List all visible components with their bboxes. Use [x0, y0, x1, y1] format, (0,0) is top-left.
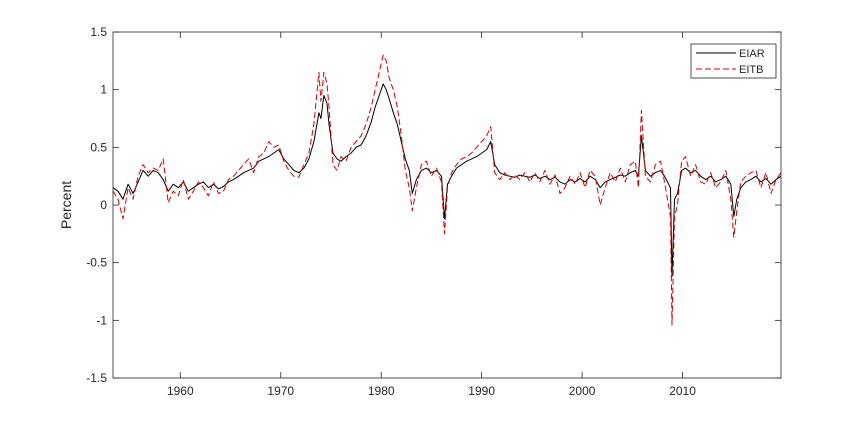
series-line-eiar: [112, 83, 782, 277]
y-tick-label: 0: [100, 198, 107, 212]
y-tick-label: 1: [100, 83, 107, 97]
x-tick-label: 1960: [167, 384, 194, 398]
plot-area-frame: [112, 31, 782, 379]
series-line-eitb: [112, 54, 782, 326]
y-tick-label: 0.5: [90, 140, 107, 154]
y-axis: -1.5 -1 -0.5 0 0.5 1 1.5: [86, 25, 781, 385]
y-tick-label: -1: [96, 313, 107, 327]
x-tick-label: 1990: [468, 384, 495, 398]
y-tick-label: -0.5: [86, 256, 107, 270]
legend-label-eitb: EITB: [739, 64, 763, 76]
y-tick-label: -1.5: [86, 371, 107, 385]
x-tick-label: 2010: [669, 384, 696, 398]
x-axis: 1960 1970 1980 1990 2000 2010: [167, 32, 696, 398]
y-axis-label: Percent: [58, 181, 74, 229]
series-layer: [112, 54, 782, 326]
x-tick-label: 2000: [569, 384, 596, 398]
legend: EIAR EITB: [690, 43, 777, 79]
x-tick-label: 1980: [368, 384, 395, 398]
legend-box: [690, 43, 777, 79]
x-tick-label: 1970: [267, 384, 294, 398]
y-tick-label: 1.5: [90, 25, 107, 39]
legend-label-eiar: EIAR: [739, 48, 765, 60]
